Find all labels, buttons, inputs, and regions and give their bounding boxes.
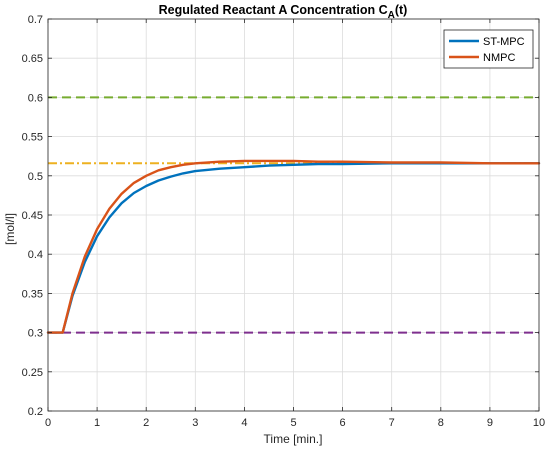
y-tick-label: 0.45 [22, 210, 43, 222]
y-axis-label: [mol/l] [3, 213, 17, 245]
chart-title-suffix: (t) [395, 3, 408, 17]
y-tick-label: 0.5 [28, 171, 43, 183]
axis-ticks: 0 1 2 3 4 5 6 7 8 9 10 0.2 0.25 0.3 0.35 0.4 0.45 0.5 0.55… [22, 14, 546, 429]
x-tick-label: 6 [340, 417, 346, 429]
y-tick-label: 0.25 [22, 367, 43, 379]
chart-title-main: Regulated Reactant A Concentration C [159, 3, 388, 17]
series-lines [46, 159, 541, 334]
x-tick-label: 4 [241, 417, 247, 429]
y-tick-label: 0.7 [28, 14, 43, 26]
x-tick-label: 8 [438, 417, 444, 429]
x-tick-label: 1 [94, 417, 100, 429]
chart-title-subscript: A [388, 10, 395, 21]
x-tick-label: 9 [487, 417, 493, 429]
legend-label-st-mpc: ST-MPC [483, 36, 525, 48]
x-tick-label: 3 [192, 417, 198, 429]
legend-box [443, 29, 534, 69]
x-tick-label: 2 [143, 417, 149, 429]
x-tick-label: 0 [45, 417, 51, 429]
series-line-nmpc [46, 159, 541, 334]
chart-title: Regulated Reactant A Concentration CA(t) [159, 3, 408, 21]
y-tick-label: 0.35 [22, 288, 43, 300]
y-tick-label: 0.65 [22, 53, 43, 65]
x-tick-label: 10 [533, 417, 545, 429]
x-tick-label: 7 [389, 417, 395, 429]
y-tick-label: 0.6 [28, 92, 43, 104]
y-tick-label: 0.2 [28, 406, 43, 418]
y-tick-label: 0.55 [22, 132, 43, 144]
legend-label-nmpc: NMPC [483, 52, 515, 64]
legend: ST-MPC NMPC [443, 29, 534, 69]
y-tick-label: 0.4 [28, 249, 43, 261]
y-tick-label: 0.3 [28, 328, 43, 340]
x-tick-label: 5 [290, 417, 296, 429]
series-line-st-mpc [46, 162, 541, 334]
x-axis-label: Time [min.] [264, 432, 323, 446]
